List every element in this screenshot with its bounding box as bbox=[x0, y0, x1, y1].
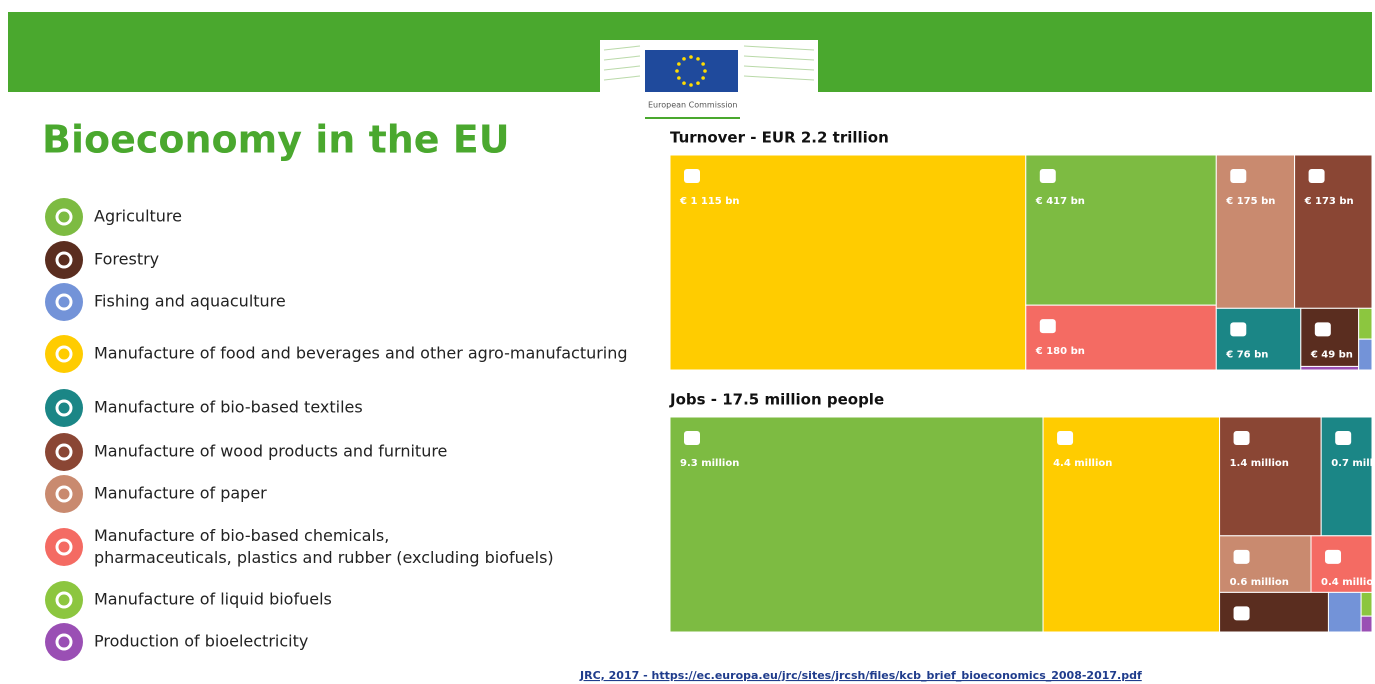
star bbox=[696, 57, 700, 61]
legend-icon bbox=[45, 241, 83, 279]
tile-label: € 417 bn bbox=[1035, 196, 1085, 207]
title: Bioeconomy in the EU bbox=[42, 118, 510, 162]
tile bbox=[1327, 591, 1362, 633]
star bbox=[696, 81, 700, 85]
tile-label: € 76 bn bbox=[1225, 349, 1268, 360]
legend-label: Forestry bbox=[94, 250, 159, 269]
tile-label: 0.7 million bbox=[1331, 458, 1375, 469]
tile bbox=[1042, 416, 1221, 633]
tile-label: 0.5 million bbox=[1230, 633, 1289, 644]
tile-icon bbox=[1039, 169, 1056, 183]
legend-icon bbox=[45, 475, 83, 513]
legend-glyph bbox=[55, 399, 73, 417]
legend-line: Manufacture of bio-based chemicals, bbox=[94, 526, 389, 545]
legend-label: Production of bioelectricity bbox=[94, 632, 308, 651]
star bbox=[689, 83, 693, 87]
legend-icon bbox=[45, 581, 83, 619]
tile-icon bbox=[684, 169, 700, 183]
tile-label: 0.4 million bbox=[1321, 577, 1375, 588]
legend-glyph bbox=[55, 443, 73, 461]
legend-icon bbox=[45, 283, 83, 321]
tile bbox=[669, 154, 1027, 371]
legend-glyph bbox=[55, 538, 73, 556]
legend-glyph bbox=[55, 345, 73, 363]
tile-icon bbox=[1230, 322, 1247, 337]
tile-label: 4.4 million bbox=[1053, 458, 1112, 469]
tile-label: € 173 bn bbox=[1304, 196, 1354, 207]
legend-glyph bbox=[55, 208, 73, 226]
legend-icon bbox=[45, 433, 83, 471]
legend-icon bbox=[45, 389, 83, 427]
tile-label: € 49 bn bbox=[1310, 349, 1353, 360]
tile bbox=[1358, 338, 1373, 371]
tile bbox=[1360, 591, 1373, 617]
legend-glyph bbox=[55, 591, 73, 609]
logo-text: European Commission bbox=[648, 101, 737, 110]
eu-stars bbox=[675, 55, 707, 87]
tile-icon bbox=[1335, 431, 1352, 445]
star bbox=[703, 69, 707, 73]
logo-lines bbox=[603, 45, 815, 81]
tile-label: 0.6 million bbox=[1230, 577, 1289, 588]
tile-label: 9.3 million bbox=[680, 458, 739, 469]
legend-glyph bbox=[55, 251, 73, 269]
legend-label: Manufacture of bio-based chemicals, pharm… bbox=[94, 526, 554, 567]
tile-icon bbox=[1308, 169, 1325, 183]
star bbox=[677, 76, 681, 80]
legend-glyph bbox=[55, 633, 73, 651]
star bbox=[677, 62, 681, 66]
tile bbox=[1358, 307, 1373, 340]
tile bbox=[1300, 307, 1360, 367]
tile-icon bbox=[1233, 606, 1250, 621]
legend-label: Fishing and aquaculture bbox=[94, 292, 286, 311]
tile-label: € 180 bn bbox=[1035, 346, 1085, 357]
tile-icon bbox=[1233, 549, 1250, 564]
legend-glyph bbox=[55, 293, 73, 311]
star bbox=[682, 57, 686, 61]
star bbox=[675, 69, 679, 73]
legend-label: Manufacture of liquid biofuels bbox=[94, 590, 332, 609]
legend-label: Manufacture of paper bbox=[94, 484, 267, 503]
tile-label: € 175 bn bbox=[1225, 196, 1275, 207]
tile-icon bbox=[1233, 431, 1250, 445]
legend-icon bbox=[45, 335, 83, 373]
star bbox=[701, 62, 705, 66]
tile-icon bbox=[1057, 431, 1074, 445]
legend-icon bbox=[45, 198, 83, 236]
legend-label: Manufacture of wood products and furnitu… bbox=[94, 442, 447, 461]
tile-icon bbox=[1230, 169, 1247, 183]
star bbox=[701, 76, 705, 80]
legend-label: Manufacture of food and beverages and ot… bbox=[94, 344, 628, 363]
tile bbox=[1360, 615, 1373, 633]
tile bbox=[669, 416, 1044, 633]
tile-label: € 1 115 bn bbox=[679, 196, 740, 207]
tile-icon bbox=[1325, 549, 1342, 564]
tile-label: 1.4 million bbox=[1230, 458, 1289, 469]
tile bbox=[1025, 304, 1217, 371]
tile-icon bbox=[1039, 319, 1056, 334]
source: JRC, 2017 - https://ec.europa.eu/jrc/sit… bbox=[579, 669, 1142, 682]
chart-title: Turnover - EUR 2.2 trillion bbox=[670, 129, 889, 147]
tile bbox=[1025, 154, 1217, 306]
tile-icon bbox=[1314, 322, 1331, 337]
legend-label: Agriculture bbox=[94, 207, 182, 226]
tile bbox=[1300, 365, 1360, 371]
tile bbox=[1219, 535, 1312, 593]
tile bbox=[1215, 307, 1302, 371]
tile bbox=[1310, 535, 1373, 593]
legend-icon bbox=[45, 528, 83, 566]
tile-icon bbox=[684, 431, 700, 445]
legend-label: Manufacture of bio-based textiles bbox=[94, 398, 363, 417]
legend-icon bbox=[45, 623, 83, 661]
tile bbox=[1294, 154, 1373, 309]
star bbox=[682, 81, 686, 85]
legend-line: pharmaceuticals, plastics and rubber (ex… bbox=[94, 548, 554, 567]
tile bbox=[1215, 154, 1296, 309]
star bbox=[689, 55, 693, 59]
chart-title: Jobs - 17.5 million people bbox=[669, 391, 884, 409]
legend-glyph bbox=[55, 485, 73, 503]
